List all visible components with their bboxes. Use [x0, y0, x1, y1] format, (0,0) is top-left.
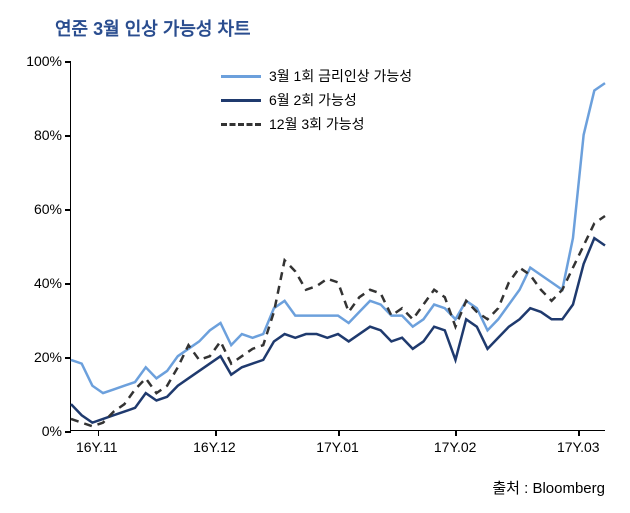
- series-line: [71, 216, 605, 426]
- x-tick-label: 17Y.01: [316, 439, 359, 455]
- y-tick-mark: [65, 209, 71, 211]
- y-tick-mark: [65, 283, 71, 285]
- chart-container: 0% 20% 40% 60% 80% 100% 3월 1회 금리인상 가능성6월 2회 가…: [15, 51, 615, 471]
- attribution-text: 출처 : Bloomberg: [15, 477, 615, 498]
- chart-title: 연준 3월 인상 가능성 차트: [55, 15, 615, 41]
- y-tick-mark: [65, 357, 71, 359]
- x-tick-label: 17Y.02: [434, 439, 477, 455]
- y-tick-label: 40%: [34, 275, 62, 291]
- plot-area: 3월 1회 금리인상 가능성6월 2회 가능성12월 3회 가능성: [70, 61, 605, 431]
- y-tick-label: 0%: [42, 423, 62, 439]
- y-tick-label: 100%: [26, 53, 62, 69]
- x-tick-label: 17Y.03: [557, 439, 600, 455]
- series-line: [71, 83, 605, 393]
- y-tick-label: 60%: [34, 201, 62, 217]
- y-tick-mark: [65, 135, 71, 137]
- x-axis: 16Y.11 16Y.12 17Y.01 17Y.02 17Y.03: [70, 431, 605, 471]
- y-axis: 0%20%40%60%80%100%: [15, 51, 70, 431]
- y-tick-mark: [65, 61, 71, 63]
- x-tick-label: 16Y.11: [76, 439, 118, 455]
- series-line: [71, 238, 605, 423]
- x-tick-label: 16Y.12: [193, 439, 236, 455]
- y-tick-label: 80%: [34, 127, 62, 143]
- chart-lines: [71, 61, 605, 430]
- y-tick-label: 20%: [34, 349, 62, 365]
